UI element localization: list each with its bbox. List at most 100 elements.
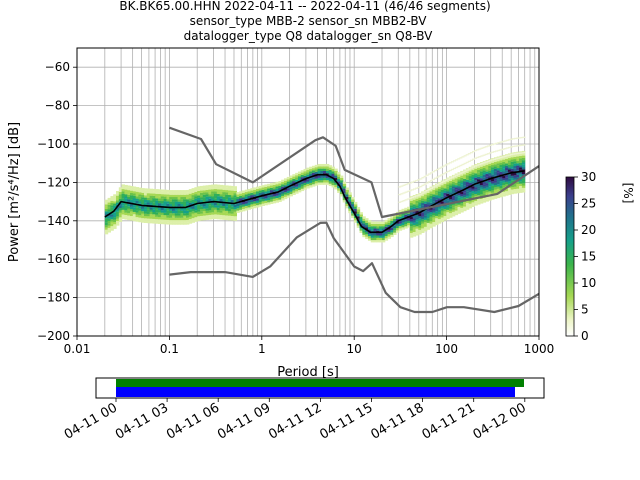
heatmap-cell (110, 205, 114, 208)
heatmap-cell (507, 181, 512, 184)
heatmap-cell (144, 209, 148, 212)
heatmap-cell (521, 190, 526, 193)
heatmap-cell (152, 191, 156, 194)
heatmap-cell (171, 203, 176, 207)
heatmap-cell (174, 208, 179, 211)
heatmap-cell (303, 175, 307, 179)
heatmap-cell (227, 208, 232, 212)
heatmap-cell (157, 207, 162, 211)
heatmap-cell (202, 217, 207, 221)
heatmap-cell (440, 205, 445, 209)
heatmap-cell (107, 200, 112, 203)
heatmap-cell (454, 194, 459, 197)
heatmap-cell (409, 216, 414, 220)
heatmap-cell (488, 175, 492, 178)
heatmap-cell (510, 168, 515, 172)
heatmap-cell (495, 150, 499, 152)
heatmap-cell (345, 194, 349, 197)
heatmap-cell (303, 180, 307, 183)
heatmap-cell (160, 201, 165, 204)
title-line-2: sensor_type MBB-2 sensor_sn MBB2-BV (190, 14, 428, 28)
heatmap-cell (255, 186, 260, 190)
heatmap-cell (493, 180, 498, 183)
heatmap-cell (208, 189, 212, 192)
heatmap-cell (160, 221, 165, 225)
heatmap-cell (435, 192, 439, 196)
heatmap-cell (381, 237, 386, 241)
heatmap-cell (376, 240, 380, 243)
heatmap-cell (490, 151, 494, 153)
heatmap-cell (440, 201, 445, 204)
heatmap-cell (323, 180, 327, 183)
heatmap-cell (427, 173, 431, 175)
heatmap-cell (463, 170, 467, 172)
heatmap-cell (286, 179, 291, 182)
heatmap-cell (390, 223, 394, 226)
heatmap-cell (474, 189, 478, 192)
heatmap-cell (113, 194, 117, 197)
heatmap-cell (227, 190, 232, 193)
heatmap-cell (516, 183, 520, 187)
x-tick-label: 0.1 (160, 342, 179, 356)
heatmap-cell (141, 190, 145, 193)
heatmap-cell (453, 160, 457, 162)
heatmap-cell (275, 186, 279, 189)
heatmap-cell (522, 136, 526, 138)
heatmap-cell (132, 186, 137, 189)
heatmap-cell (323, 177, 327, 181)
heatmap-cell (205, 210, 209, 213)
heatmap-cell (230, 204, 235, 207)
heatmap-cell (513, 168, 517, 171)
heatmap-cell (478, 156, 482, 158)
heatmap-cell (488, 179, 492, 183)
heatmap-cell (118, 210, 123, 213)
heatmap-cell (149, 216, 154, 219)
colorbar-tick-label: 30 (581, 170, 596, 184)
heatmap-cell (426, 222, 431, 226)
heatmap-cell (135, 205, 140, 208)
heatmap-cell (152, 200, 156, 203)
heatmap-cell (507, 162, 512, 165)
heatmap-cell (505, 155, 509, 157)
heatmap-cell (459, 157, 463, 159)
heatmap-cell (177, 215, 181, 218)
heatmap-cell (286, 176, 291, 180)
heatmap-cell (107, 207, 112, 210)
heatmap-cell (132, 211, 137, 215)
heatmap-cell (426, 202, 431, 205)
heatmap-cell (233, 190, 237, 194)
heatmap-cell (505, 193, 509, 196)
heatmap-cell (264, 189, 268, 192)
heatmap-cell (250, 204, 254, 207)
heatmap-cell (519, 174, 523, 177)
heatmap-cell (404, 191, 408, 193)
heatmap-cell (463, 204, 467, 207)
heatmap-cell (138, 215, 142, 218)
heatmap-cell (502, 184, 506, 188)
heatmap-cell (351, 206, 355, 209)
heatmap-cell (367, 229, 372, 232)
heatmap-cell (311, 181, 316, 185)
heatmap-cell (432, 194, 436, 197)
heatmap-cell (177, 220, 181, 223)
heatmap-cell (505, 163, 509, 166)
heatmap-cell (116, 209, 120, 212)
heatmap-cell (423, 192, 428, 195)
heatmap-cell (463, 197, 467, 200)
heatmap-cell (501, 156, 505, 158)
heatmap-cell (149, 211, 154, 215)
heatmap-cell (421, 219, 425, 222)
heatmap-cell (197, 216, 201, 219)
heatmap-cell (118, 191, 123, 195)
heatmap-cell (393, 216, 397, 219)
heatmap-cell (449, 196, 453, 200)
heatmap-cell (138, 196, 142, 200)
heatmap-cell (513, 165, 517, 169)
heatmap-cell (359, 214, 363, 217)
heatmap-cell (113, 226, 117, 229)
heatmap-cell (155, 221, 159, 224)
heatmap-cell (423, 229, 428, 232)
heatmap-cell (465, 200, 470, 203)
heatmap-cell (353, 220, 358, 223)
heatmap-cell (197, 218, 201, 221)
